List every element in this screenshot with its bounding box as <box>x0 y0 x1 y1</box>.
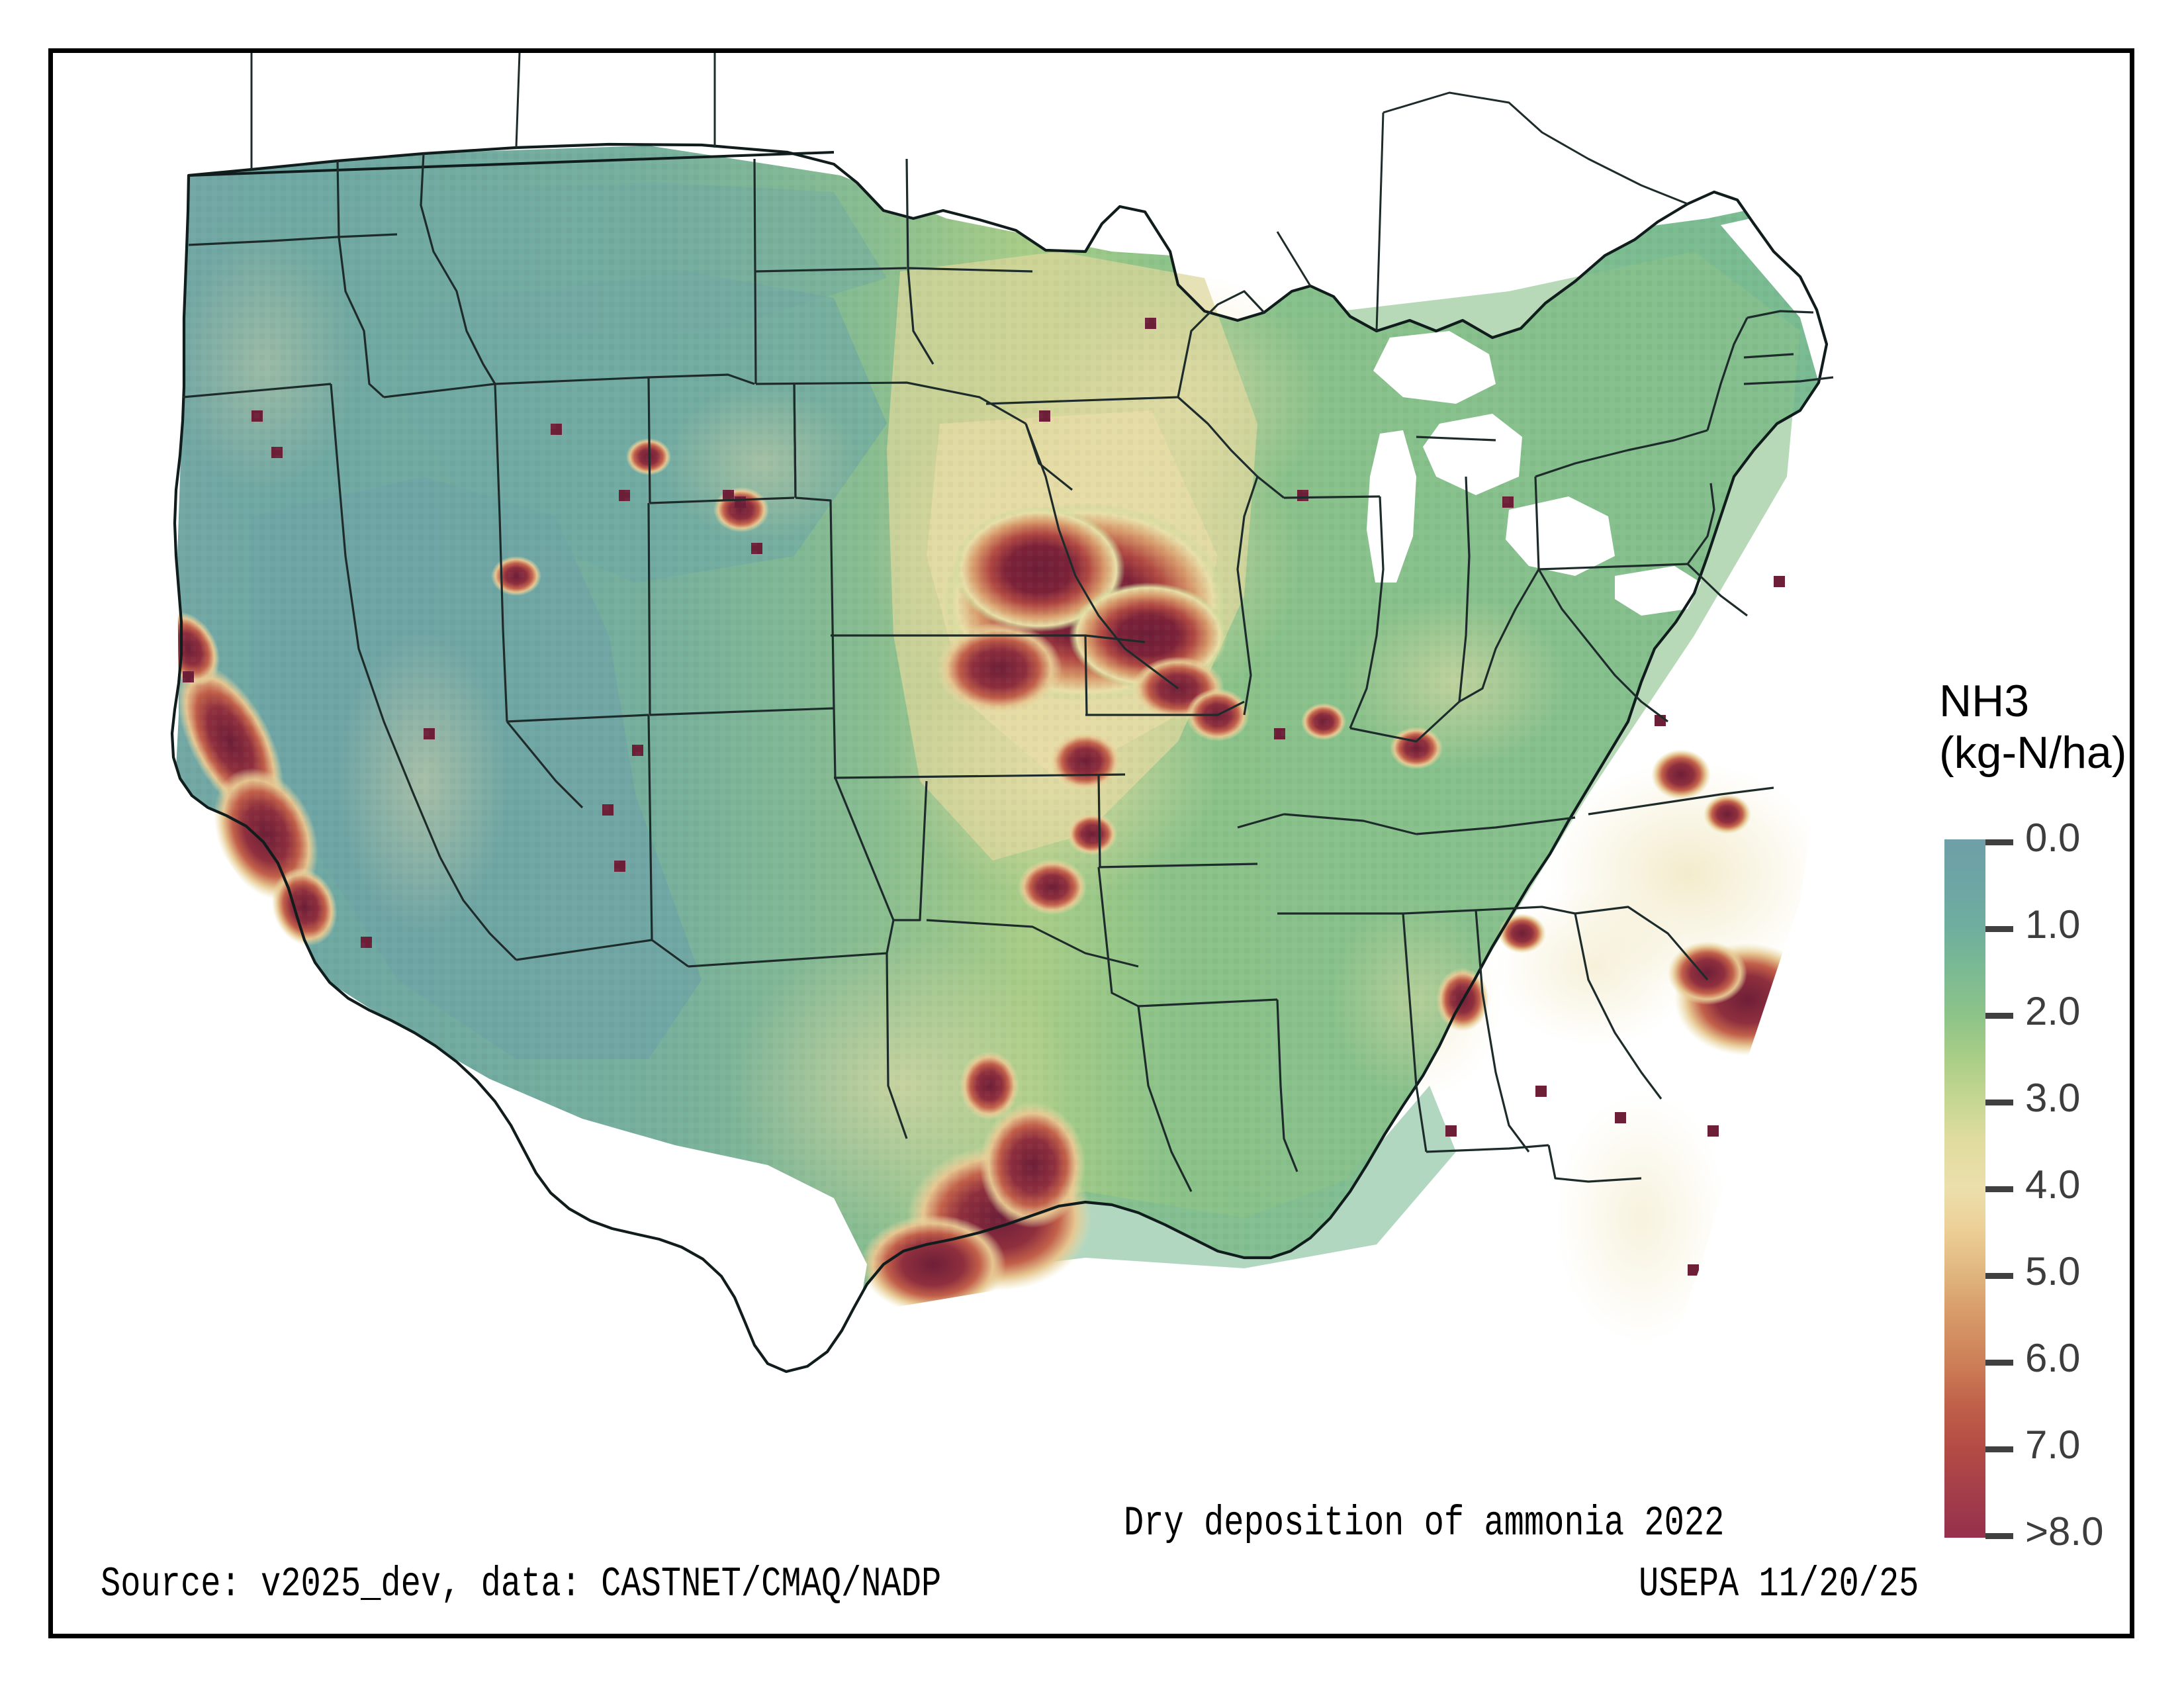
colorbar-label-0: 0.0 <box>2025 816 2081 860</box>
colorbar-label-1: 1.0 <box>2025 902 2081 947</box>
legend-title-line1: NH3 <box>1939 676 2030 726</box>
colorbar-label-2: 2.0 <box>2025 989 2081 1033</box>
colorbar-label-6: 6.0 <box>2025 1336 2081 1380</box>
map-caption: Dry deposition of ammonia 2022 <box>1124 1500 1725 1547</box>
colorbar-tick-2 <box>1985 1013 2013 1019</box>
colorbar-tick-1 <box>1985 926 2013 932</box>
colorbar-label-5: 5.0 <box>2025 1249 2081 1293</box>
colorbar-label-7: 7.0 <box>2025 1423 2081 1467</box>
colorbar-tick-8 <box>1985 1533 2013 1539</box>
colorbar-tick-6 <box>1985 1360 2013 1366</box>
colorbar-wrap: 0.0 1.0 2.0 3.0 4.0 5.0 6.0 7.0 >8.0 <box>1944 818 2163 1552</box>
legend-title: NH3 (kg-N/ha) <box>1939 675 2184 778</box>
colorbar-legend: NH3 (kg-N/ha) 0.0 1.0 2.0 3.0 4.0 5.0 6.… <box>1893 675 2184 1575</box>
colorbar-tick-5 <box>1985 1273 2013 1279</box>
colorbar-label-8: >8.0 <box>2025 1509 2104 1554</box>
colorbar-tick-3 <box>1985 1100 2013 1105</box>
deposition-map <box>53 53 1899 1496</box>
colorbar-label-4: 4.0 <box>2025 1162 2081 1207</box>
figure-frame: NH3 (kg-N/ha) 0.0 1.0 2.0 3.0 4.0 5.0 6.… <box>48 48 2134 1638</box>
water-mask <box>53 53 1899 1496</box>
source-caption: Source: v2025_dev, data: CASTNET/CMAQ/NA… <box>101 1561 942 1608</box>
map-boundaries <box>172 53 1834 1372</box>
colorbar-tick-7 <box>1985 1446 2013 1452</box>
agency-caption: USEPA 11/20/25 <box>1639 1561 1919 1608</box>
colorbar-tick-0 <box>1985 839 2013 845</box>
colorbar-gradient <box>1944 839 1985 1538</box>
map-panel <box>53 53 1899 1496</box>
colorbar-tick-4 <box>1985 1186 2013 1192</box>
legend-title-line2: (kg-N/ha) <box>1939 727 2127 778</box>
colorbar-label-3: 3.0 <box>2025 1076 2081 1120</box>
